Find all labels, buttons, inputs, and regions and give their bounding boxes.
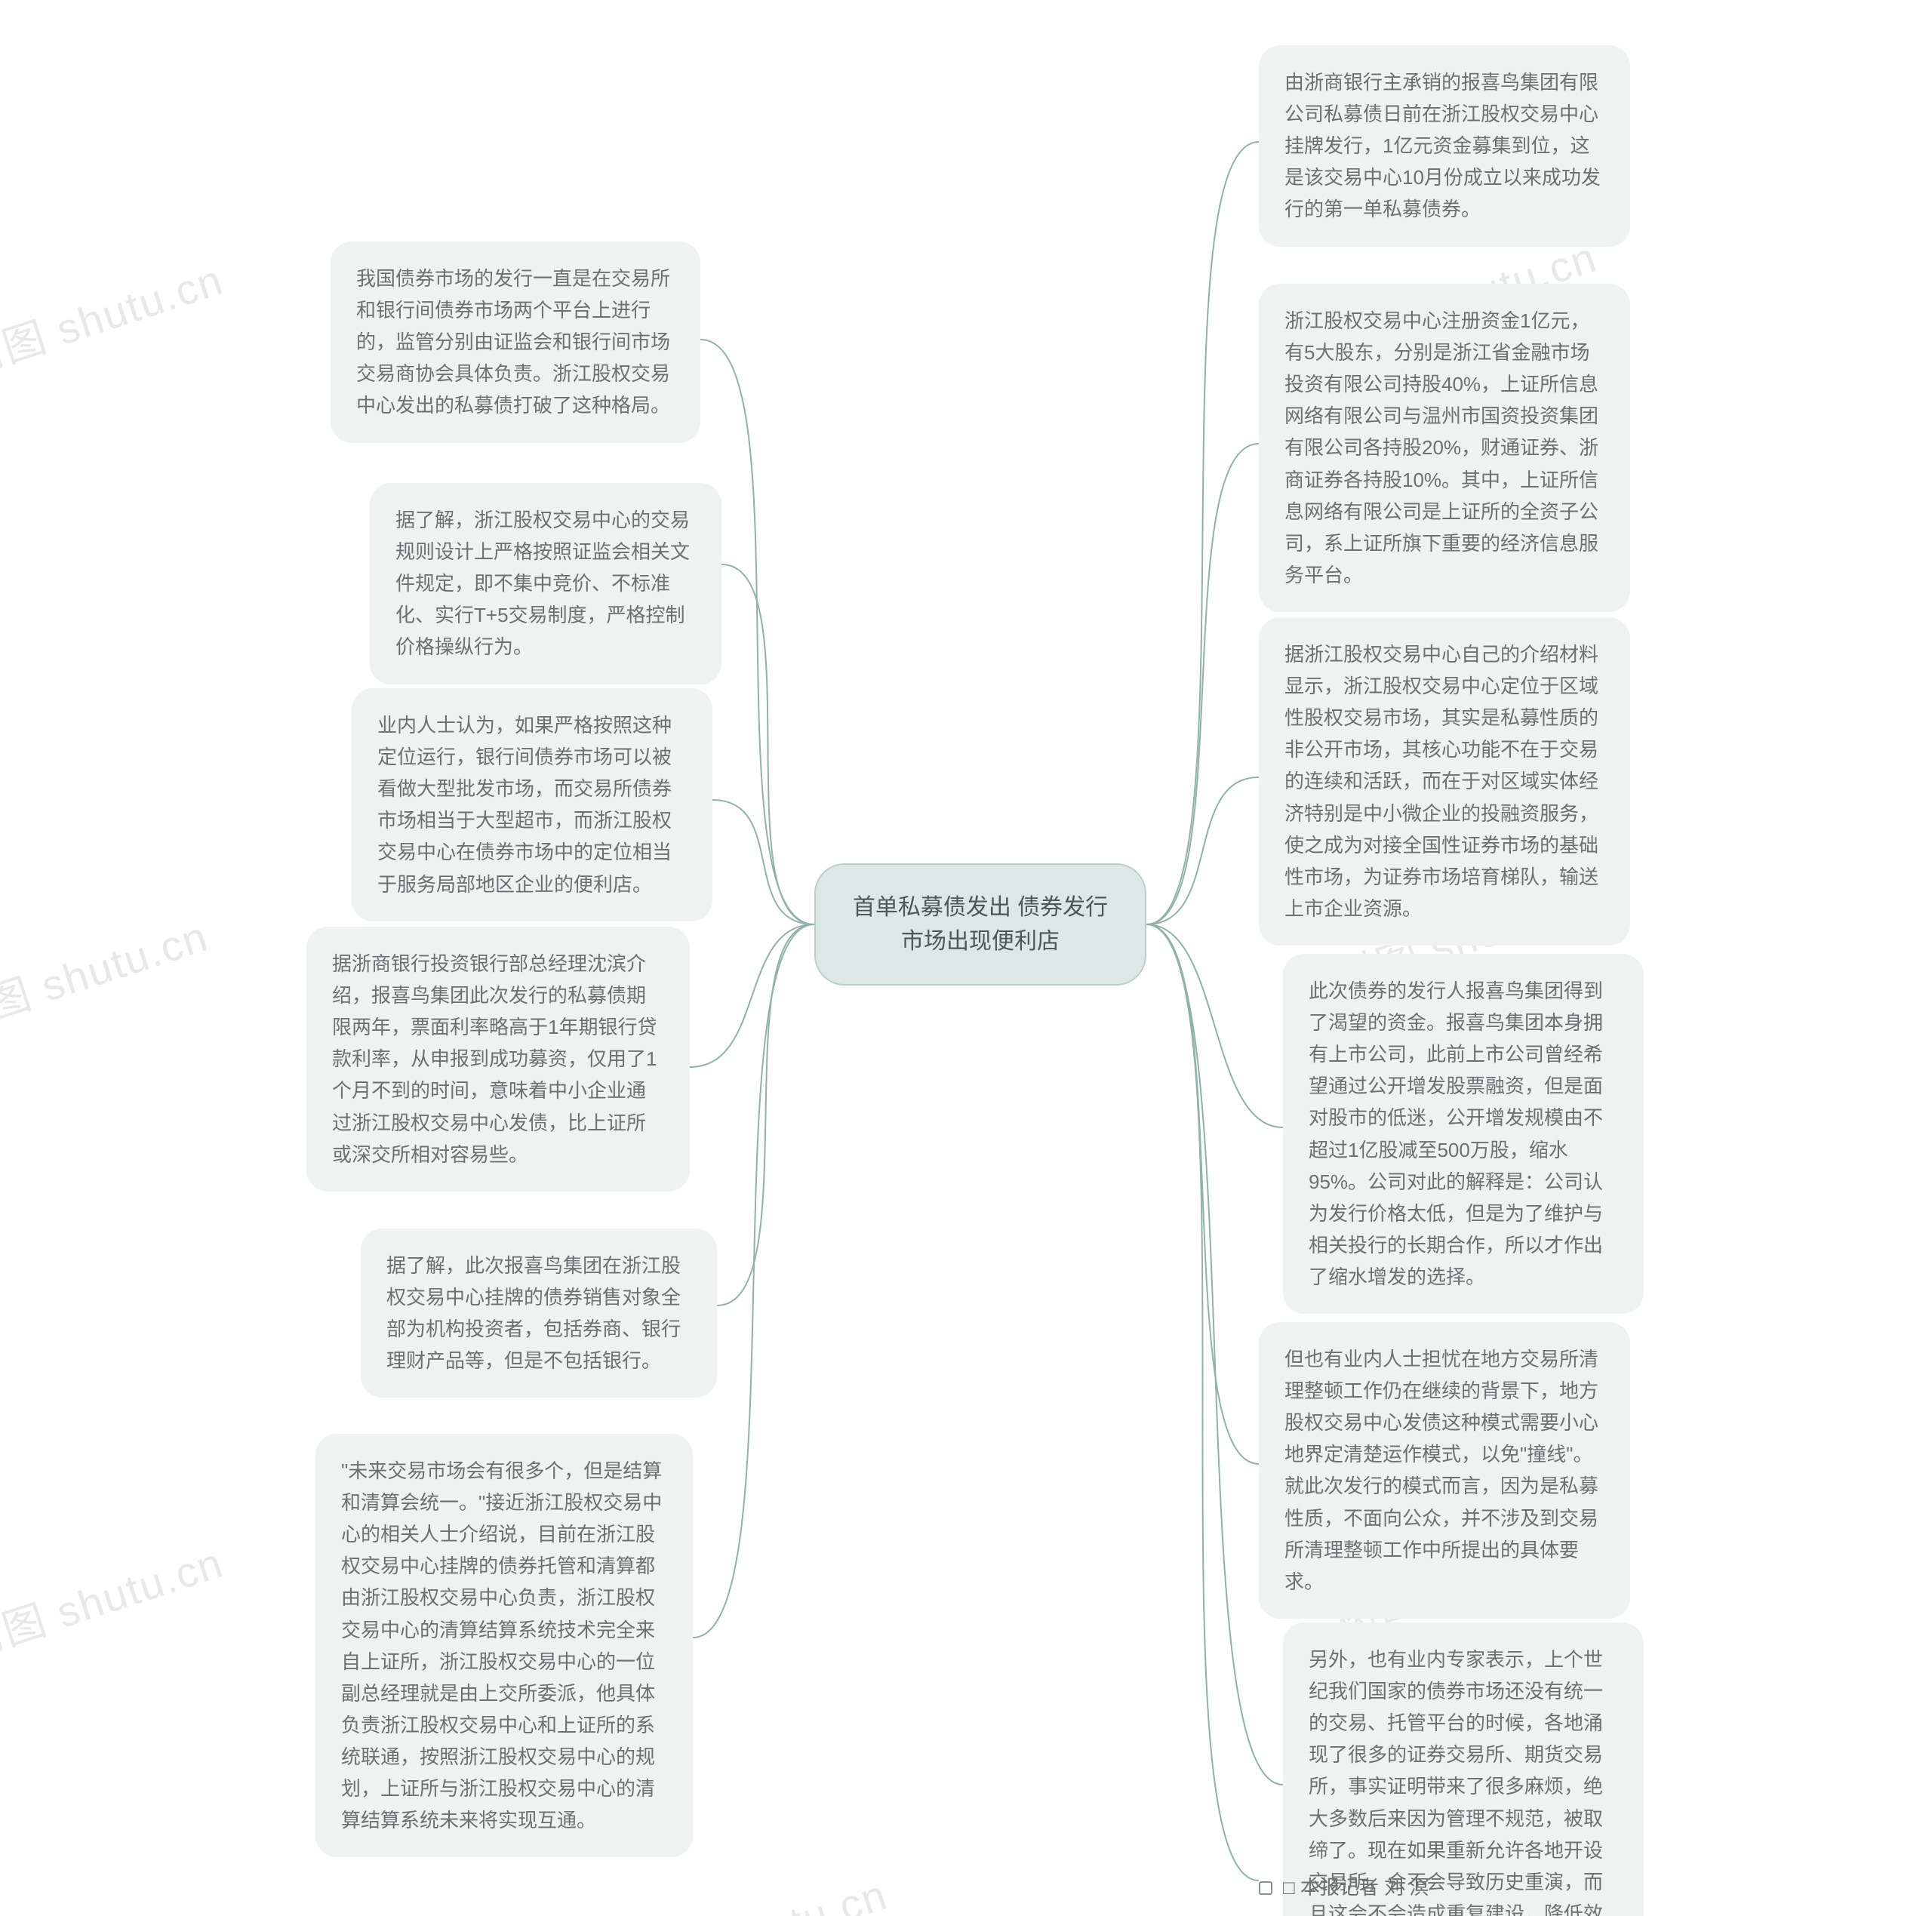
mindmap-node: 据浙江股权交易中心自己的介绍材料显示，浙江股权交易中心定位于区域性股权交易市场，… [1259,617,1630,946]
center-title: 首单私募债发出 债券发行市场出现便利店 [853,895,1108,954]
author-node: □ 本报记者 刘 溟 [1259,1872,1429,1900]
mindmap-center: 首单私募债发出 债券发行市场出现便利店 [814,863,1146,986]
mindmap-node: 据浙商银行投资银行部总经理沈滨介绍，报喜鸟集团此次发行的私募债期限两年，票面利率… [306,927,690,1192]
mindmap-edge [690,924,814,1067]
mindmap-node: 我国债券市场的发行一直是在交易所和银行间债券市场两个平台上进行的，监管分别由证监… [331,241,700,443]
mindmap-edge [1146,924,1283,1127]
mindmap-edge [1146,777,1259,924]
watermark: 树图 shutu.cn [0,1529,230,1672]
mindmap-edge [712,800,814,924]
mindmap-node: 由浙商银行主承销的报喜鸟集团有限公司私募债日前在浙江股权交易中心挂牌发行，1亿元… [1259,45,1630,247]
watermark: 树图 shutu.cn [0,903,215,1045]
mindmap-node: 业内人士认为，如果严格按照这种定位运行，银行间债券市场可以被看做大型批发市场，而… [352,688,712,921]
mindmap-node: 据了解，此次报喜鸟集团在浙江股权交易中心挂牌的债券销售对象全部为机构投资者，包括… [361,1229,717,1398]
watermark: 树图 shutu.cn [0,246,230,389]
mindmap-node: 据了解，浙江股权交易中心的交易规则设计上严格按照证监会相关文件规定，即不集中竞价… [370,483,721,684]
mindmap-node: "未来交易市场会有很多个，但是结算和清算会统一。"接近浙江股权交易中心的相关人士… [315,1434,693,1857]
mindmap-edge [1146,444,1259,924]
mindmap-edge [1146,924,1259,1464]
mindmap-node: 但也有业内人士担忧在地方交易所清理整顿工作仍在继续的背景下，地方股权交易中心发债… [1259,1322,1630,1619]
mindmap-edge [721,564,814,924]
mindmap-edge [1146,142,1259,924]
mindmap-edge [1146,924,1259,1881]
watermark: 树图 shutu.cn [616,1861,894,1916]
mindmap-node: 此次债券的发行人报喜鸟集团得到了渴望的资金。报喜鸟集团本身拥有上市公司，此前上市… [1283,954,1644,1314]
mindmap-edge [717,924,814,1306]
mindmap-node: 浙江股权交易中心注册资金1亿元，有5大股东，分别是浙江省金融市场投资有限公司持股… [1259,284,1630,612]
